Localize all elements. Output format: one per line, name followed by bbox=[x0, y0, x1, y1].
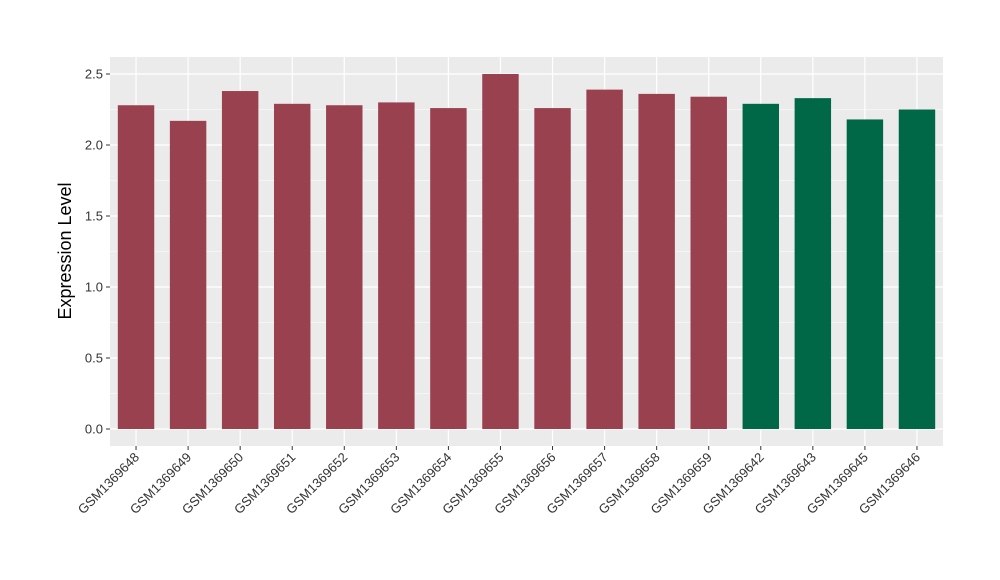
y-tick-label: 1.0 bbox=[85, 280, 103, 295]
bar-GSM1369645 bbox=[846, 119, 884, 429]
bar-GSM1369651 bbox=[273, 103, 311, 429]
bar-GSM1369646 bbox=[898, 109, 936, 429]
y-tick-label: 0.5 bbox=[85, 351, 103, 366]
bar-GSM1369648 bbox=[117, 105, 155, 430]
bar-GSM1369659 bbox=[690, 96, 727, 429]
y-axis: 0.0 0.5 1.0 1.5 2.0 2.5 bbox=[85, 67, 110, 437]
x-axis: GSM1369648GSM1369649GSM1369650GSM1369651… bbox=[75, 446, 923, 517]
bar-GSM1369650 bbox=[221, 91, 259, 429]
y-tick-label: 1.5 bbox=[85, 209, 103, 224]
y-axis-title: Expression Level bbox=[55, 182, 75, 319]
y-tick-label: 2.5 bbox=[85, 67, 103, 82]
bars bbox=[117, 74, 936, 430]
y-tick-label: 2.0 bbox=[85, 138, 103, 153]
bar-GSM1369658 bbox=[638, 93, 675, 429]
bar-GSM1369649 bbox=[169, 120, 207, 430]
bar-GSM1369655 bbox=[482, 74, 519, 429]
bar-GSM1369653 bbox=[378, 102, 415, 430]
bar-GSM1369642 bbox=[742, 103, 780, 429]
bar-GSM1369656 bbox=[534, 108, 571, 429]
y-tick-label: 0.0 bbox=[85, 422, 103, 437]
bar-GSM1369654 bbox=[430, 108, 467, 429]
bar-GSM1369652 bbox=[326, 105, 363, 430]
bar-GSM1369643 bbox=[794, 98, 832, 429]
bar-GSM1369657 bbox=[586, 89, 623, 430]
